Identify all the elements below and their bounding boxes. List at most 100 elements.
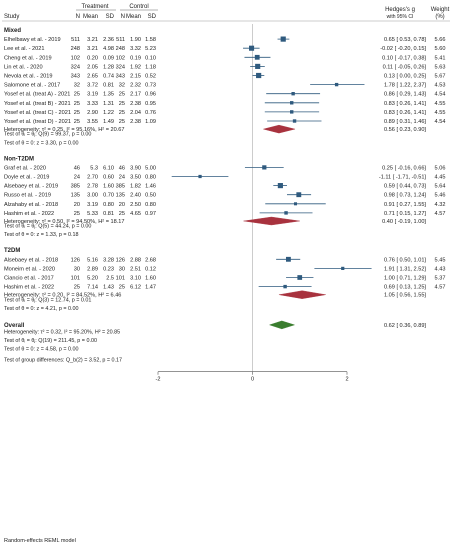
control-sd: 0.10: [145, 55, 156, 61]
treatment-sd: 0.81: [103, 83, 114, 89]
control-mean: 6.12: [130, 285, 141, 291]
treatment-sd: 4.98: [103, 46, 114, 52]
weight-value: 4.53: [435, 83, 446, 89]
control-n: 385: [116, 184, 125, 190]
weight-value: 4.54: [435, 92, 446, 98]
effect-marker: [280, 36, 286, 42]
control-n: 20: [119, 202, 125, 208]
treatment-n: 102: [71, 55, 80, 61]
control-mean: 3.32: [130, 46, 141, 52]
control-n: 24: [119, 175, 125, 181]
study-label: Salomone et al. - 2017: [4, 83, 60, 89]
effect-marker: [334, 82, 339, 87]
effect-marker: [249, 45, 255, 51]
control-sd: 0.76: [145, 110, 156, 116]
control-sd: 0.50: [145, 193, 156, 199]
control-sd: 0.95: [145, 101, 156, 107]
study-label: Graf et al. - 2020: [4, 165, 46, 171]
control-n: 25: [119, 119, 125, 125]
weight-value: 4.55: [435, 110, 446, 116]
control-n: 25: [119, 211, 125, 217]
weight-value: 4.54: [435, 119, 446, 125]
x-axis-tick-label: 0: [251, 377, 254, 383]
subgroup-stat: Test of θ = 0: z = 4.21, p = 0.00: [4, 306, 78, 312]
study-label: Nevola et al. - 2019: [4, 74, 53, 80]
effect-marker: [285, 256, 291, 262]
effect-marker: [290, 101, 294, 105]
effect-marker: [254, 54, 260, 60]
column-headers: Treatment Control Study N Mean SD N Mean…: [2, 4, 450, 22]
treatment-mean: 2.05: [87, 64, 98, 70]
weight-value: 5.60: [435, 46, 446, 52]
treatment-mean: 3.19: [87, 202, 98, 208]
control-mean: 2.38: [130, 119, 141, 125]
weight-value: 5.06: [435, 165, 446, 171]
group-title: T2DM: [4, 248, 20, 254]
control-n: 25: [119, 285, 125, 291]
effect-marker: [255, 63, 261, 69]
treatment-sd: 6.10: [103, 165, 114, 171]
control-mean: 2.32: [130, 83, 141, 89]
study-label: Alsebaey et al. - 2018: [4, 257, 58, 263]
control-sd: 0.12: [145, 266, 156, 272]
subgroup-pooled-diamond: [243, 216, 300, 226]
effect-ci-text: 1.00 [ 0.71, 1.29]: [384, 276, 426, 282]
x-axis-tick-label: 2: [345, 377, 348, 383]
treatment-mean: 3.55: [87, 119, 98, 125]
study-label: Yosef et al. (treat B) - 2021: [4, 101, 71, 107]
overall-title: Overall: [4, 323, 25, 329]
treatment-mean: 3.72: [87, 83, 98, 89]
weight-value: 5.45: [435, 257, 446, 263]
control-n: 135: [116, 193, 125, 199]
treatment-sd: 1.28: [103, 64, 114, 70]
header-treatment-n: N: [76, 14, 80, 20]
treatment-sd: 0.09: [103, 55, 114, 61]
treatment-mean: 3.33: [87, 101, 98, 107]
treatment-sd: 0.70: [103, 193, 114, 199]
weight-value: 4.57: [435, 285, 446, 291]
subgroup-stat: Test of θᵢ = θⱼ: Q(9) = 99.37, p = 0.00: [4, 132, 91, 138]
study-label: Moneim et al. - 2020: [4, 266, 55, 272]
weight-value: 4.45: [435, 175, 446, 181]
control-sd: 0.52: [145, 74, 156, 80]
group-title: Non-T2DM: [4, 156, 34, 162]
subgroup-pooled-label: Heterogeneity: τ² = 0.20, I² = 84.52%, H…: [4, 293, 121, 299]
control-mean: 4.65: [130, 211, 141, 217]
control-n: 102: [116, 55, 125, 61]
effect-ci-text: 0.83 [ 0.26, 1.41]: [384, 110, 426, 116]
control-mean: 1.92: [130, 64, 141, 70]
header-control: Control: [129, 4, 148, 10]
weight-value: 4.55: [435, 101, 446, 107]
effect-ci-text: 0.25 [ -0.16, 0.66]: [382, 165, 426, 171]
control-n: 126: [116, 257, 125, 263]
effect-marker: [292, 119, 297, 123]
effect-marker: [290, 110, 294, 114]
treatment-n: 324: [71, 64, 80, 70]
subgroup-stat: Test of θ = 0: z = 1.33, p = 0.18: [4, 232, 78, 238]
treatment-mean: 7.14: [87, 285, 98, 291]
control-sd: 1.18: [145, 64, 156, 70]
group-differences-test: Test of group differences: Q_b(2) = 3.52…: [4, 358, 122, 364]
x-axis-tick-label: -2: [156, 377, 161, 383]
treatment-n: 248: [71, 46, 80, 52]
model-note: Random-effects REML model: [4, 538, 76, 544]
effect-ci-text: 0.89 [ 0.31, 1.46]: [384, 119, 426, 125]
control-sd: 2.68: [145, 257, 156, 263]
weight-value: 5.41: [435, 55, 446, 61]
overall-stat: Heterogeneity: τ² = 0.32, I² = 95.20%, H…: [4, 330, 120, 336]
control-mean: 2.17: [130, 92, 141, 98]
control-sd: 1.09: [145, 119, 156, 125]
control-sd: 5.00: [145, 165, 156, 171]
effect-ci-text: 0.98 [ 0.73, 1.24]: [384, 193, 426, 199]
effect-ci-text: 0.65 [ 0.53, 0.78]: [384, 37, 426, 43]
x-axis: -2 0 2: [156, 371, 349, 383]
header-study: Study: [4, 14, 19, 20]
header-weight-line1: Weight: [431, 7, 450, 13]
treatment-mean: 3.21: [87, 46, 98, 52]
effect-marker: [256, 72, 262, 79]
effect-ci-text: 0.76 [ 0.50, 1.01]: [384, 257, 426, 263]
control-mean: 1.82: [130, 184, 141, 190]
treatment-n: 32: [74, 83, 80, 89]
treatment-n: 24: [74, 175, 80, 181]
